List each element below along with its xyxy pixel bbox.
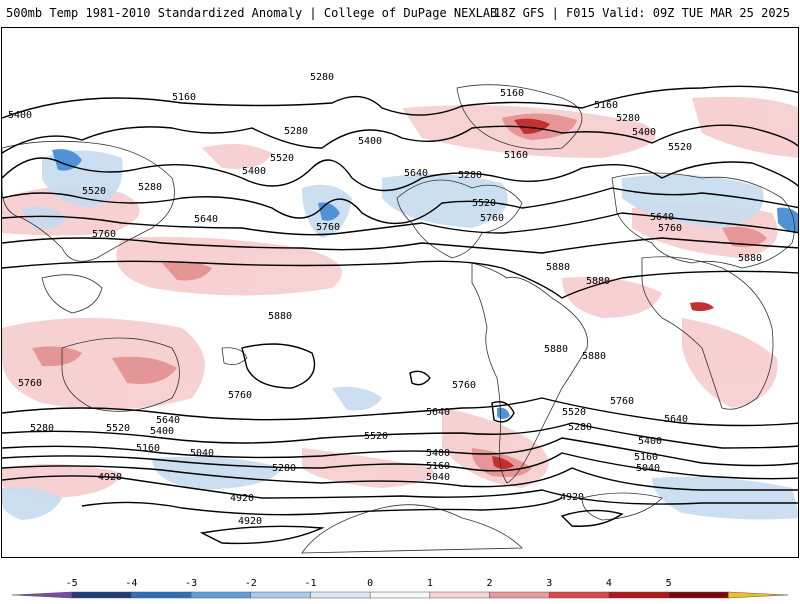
colorbar-segment (429, 591, 490, 599)
contour-label: 5280 (30, 423, 54, 434)
colorbar-segment (190, 591, 252, 599)
colorbar-tick-label: -1 (304, 578, 316, 589)
contour-label: 5760 (92, 229, 116, 240)
contour-label: 5160 (500, 88, 524, 99)
contour-label: 5040 (426, 472, 450, 483)
contour-label: 5880 (546, 262, 570, 273)
contour-label: 5400 (242, 166, 266, 177)
colorbar-svg: -5 -4 -3 -2 -1 0 1 2 3 4 5 (11, 578, 789, 599)
contour-label: 5880 (544, 344, 568, 355)
contour-label: 5400 (632, 127, 656, 138)
contour-label: 5520 (270, 153, 294, 164)
contour-label: 5280 (272, 463, 296, 474)
contour-label: 5280 (310, 72, 334, 83)
colorbar-tick-label: 3 (546, 578, 552, 589)
contour-label: 5880 (586, 276, 610, 287)
contour-label: 5400 (358, 136, 382, 147)
colorbar-segment (668, 591, 729, 599)
contour-label: 5520 (106, 423, 130, 434)
contour-label: 4920 (560, 492, 584, 503)
colorbar-segment (310, 591, 371, 599)
contour-label: 5160 (594, 100, 618, 111)
contour-label: 5640 (194, 214, 218, 225)
contour-label: 5280 (138, 182, 162, 193)
contour-label: 4920 (238, 516, 262, 527)
coastlines (2, 84, 795, 554)
colorbar-segment (728, 591, 789, 599)
colorbar-segment (71, 591, 132, 599)
contour-label: 5160 (426, 461, 450, 472)
colorbar-tick-label: 2 (487, 578, 493, 589)
contour-label: 5760 (610, 396, 634, 407)
colorbar-tick-label: 1 (427, 578, 433, 589)
colorbar-segment (11, 591, 72, 599)
contour-label: 5040 (190, 448, 214, 459)
contour-label: 5520 (364, 431, 388, 442)
contour-label: 5760 (228, 390, 252, 401)
map-title: 500mb Temp 1981-2010 Standardized Anomal… (6, 6, 498, 20)
contour-label: 5400 (8, 110, 32, 121)
extreme-warm-anomaly-shading (492, 118, 714, 469)
colorbar-tick-label: -5 (66, 578, 78, 589)
strong-cool-anomaly-shading (52, 149, 798, 419)
colorbar: -5 -4 -3 -2 -1 0 1 2 3 4 5 (0, 570, 800, 600)
contour-label: 5280 (568, 422, 592, 433)
contour-label: 5400 (638, 436, 662, 447)
contour-label: 5760 (480, 213, 504, 224)
contour-label: 5640 (650, 212, 674, 223)
contour-label: 5640 (664, 414, 688, 425)
contour-label: 5520 (562, 407, 586, 418)
contour-label: 5520 (82, 186, 106, 197)
contour-label: 5760 (658, 223, 682, 234)
contour-label: 5760 (452, 380, 476, 391)
contour-label: 5520 (668, 142, 692, 153)
contour-label: 5880 (738, 253, 762, 264)
colorbar-segment (548, 591, 610, 599)
contour-labels: 5280 5160 5400 5280 5520 5400 5520 5280 … (8, 72, 762, 527)
map-svg: 5280 5160 5400 5280 5520 5400 5520 5280 … (2, 72, 798, 554)
colorbar-tick-label: 5 (666, 578, 672, 589)
contour-label: 5280 (458, 170, 482, 181)
contour-label: 5280 (284, 126, 308, 137)
cool-anomaly-shading (2, 150, 798, 520)
colorbar-segment (608, 591, 669, 599)
contour-label: 5880 (268, 311, 292, 322)
colorbar-tick-label: 4 (606, 578, 612, 589)
colorbar-segment (369, 591, 431, 599)
colorbar-tick-label: -4 (125, 578, 137, 589)
strong-warm-anomaly-shading (32, 113, 767, 477)
contour-label: 5880 (582, 351, 606, 362)
anomaly-map: 5280 5160 5400 5280 5520 5400 5520 5280 … (1, 27, 799, 558)
contour-label: 5280 (616, 113, 640, 124)
contour-label: 5640 (426, 407, 450, 418)
contour-label: 5640 (156, 415, 180, 426)
colorbar-segment (131, 591, 192, 599)
contour-label: 4920 (230, 493, 254, 504)
contour-label: 5760 (316, 222, 340, 233)
contour-label: 4920 (98, 472, 122, 483)
contour-label: 5760 (18, 378, 42, 389)
colorbar-tick-label: 0 (367, 578, 373, 589)
contour-label: 5160 (504, 150, 528, 161)
model-run-info: 18Z GFS | F015 Valid: 09Z TUE MAR 25 202… (493, 6, 790, 20)
contour-label: 5400 (150, 426, 174, 437)
contour-label: 5400 (426, 448, 450, 459)
colorbar-segment (250, 591, 311, 599)
colorbar-tick-label: -3 (185, 578, 197, 589)
contour-label: 5160 (634, 452, 658, 463)
contour-label: 5520 (472, 198, 496, 209)
colorbar-tick-label: -2 (245, 578, 257, 589)
contour-label: 5640 (404, 168, 428, 179)
contour-label: 5040 (636, 463, 660, 474)
contour-label: 5160 (172, 92, 196, 103)
contour-label: 5160 (136, 443, 160, 454)
warm-anomaly-shading (2, 96, 798, 498)
height-contours (2, 85, 798, 545)
colorbar-segment (489, 591, 550, 599)
